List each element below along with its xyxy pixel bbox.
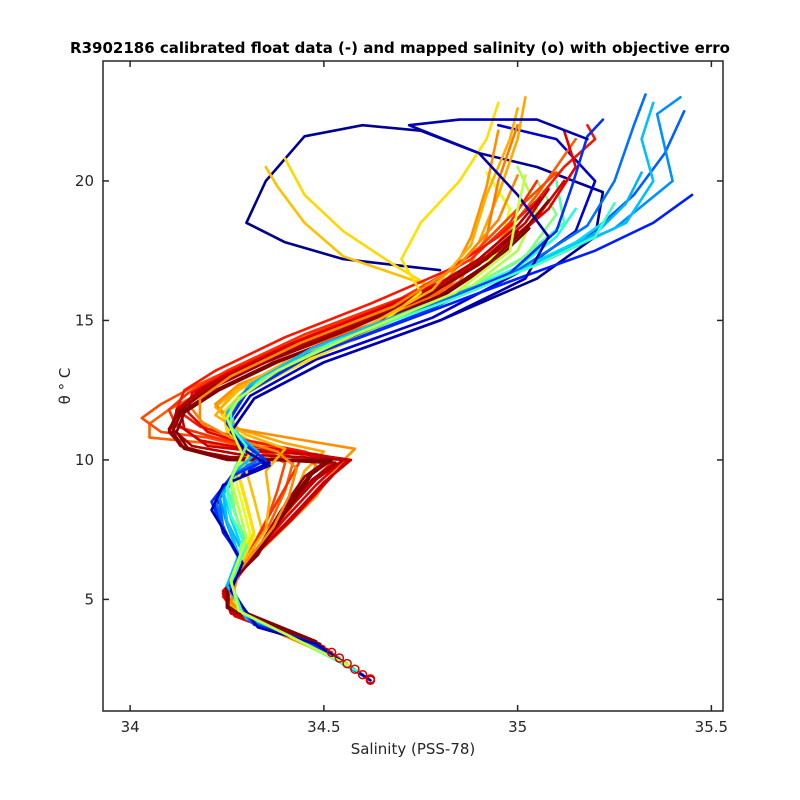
mapped-salinity-marker bbox=[365, 674, 376, 684]
chart-title: R3902186 calibrated float data (-) and m… bbox=[70, 39, 730, 57]
profile-line-36 bbox=[210, 118, 589, 682]
plot-frame bbox=[102, 60, 724, 712]
y-tick-label: 5 bbox=[84, 590, 94, 608]
profile-line-28 bbox=[171, 199, 550, 646]
mapped-salinity-points bbox=[326, 647, 376, 686]
mapped-salinity-marker bbox=[342, 658, 352, 669]
x-axis-label: Salinity (PSS-78) bbox=[351, 740, 476, 758]
x-axis: 34 34.5 35 35.5 bbox=[121, 61, 728, 736]
mapped-salinity-marker bbox=[326, 647, 337, 658]
y-axis: 5 10 15 20 bbox=[75, 172, 723, 608]
x-tick-label: 34.5 bbox=[307, 718, 340, 736]
y-tick-label: 20 bbox=[75, 172, 94, 190]
mapped-salinity-marker bbox=[357, 669, 368, 680]
x-tick-label: 34 bbox=[121, 718, 140, 736]
x-tick-label: 35 bbox=[508, 718, 527, 736]
y-axis-label: θ ° C bbox=[56, 368, 74, 405]
y-tick-label: 10 bbox=[75, 451, 94, 469]
y-tick-label: 15 bbox=[75, 311, 94, 329]
mapped-salinity-marker bbox=[334, 653, 345, 663]
profile-line-38 bbox=[225, 174, 527, 668]
series-layer bbox=[140, 93, 694, 682]
mapped-salinity-marker bbox=[350, 664, 360, 674]
x-tick-label: 35.5 bbox=[695, 718, 728, 736]
